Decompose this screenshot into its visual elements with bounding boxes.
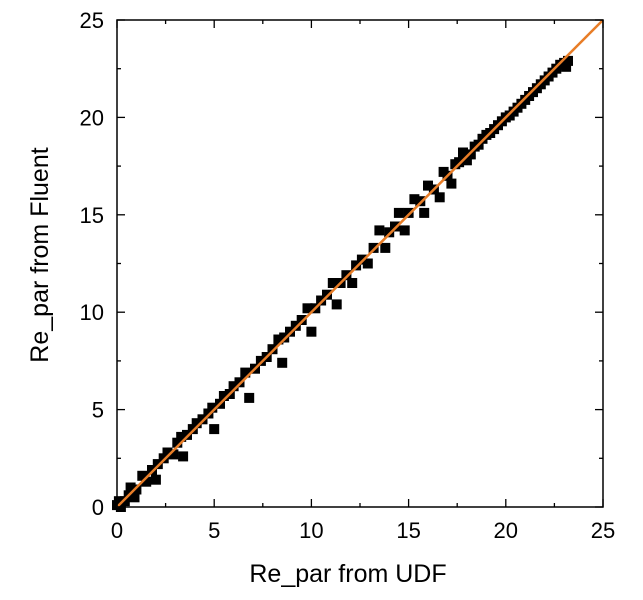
data-point bbox=[322, 289, 332, 300]
data-point bbox=[446, 178, 457, 189]
data-point bbox=[176, 431, 187, 442]
data-point bbox=[399, 225, 410, 236]
data-point bbox=[458, 147, 468, 158]
data-point bbox=[419, 207, 430, 218]
data-point bbox=[158, 453, 169, 464]
data-point bbox=[172, 437, 183, 448]
y-tick-label: 20 bbox=[80, 105, 104, 130]
data-point bbox=[273, 334, 284, 345]
data-point bbox=[374, 225, 385, 236]
axis-ticks bbox=[116, 19, 604, 508]
data-point bbox=[454, 157, 465, 168]
x-tick-label: 0 bbox=[111, 518, 123, 543]
data-point bbox=[207, 402, 218, 413]
data-point bbox=[141, 476, 152, 487]
data-point bbox=[168, 449, 179, 460]
data-point bbox=[415, 196, 426, 207]
y-tick-label: 0 bbox=[92, 495, 104, 520]
y-tick-label: 10 bbox=[80, 300, 104, 325]
data-point bbox=[390, 221, 400, 232]
data-point bbox=[351, 260, 362, 271]
data-point bbox=[187, 424, 198, 435]
data-point bbox=[182, 429, 192, 440]
data-point bbox=[191, 418, 202, 429]
data-point bbox=[409, 194, 420, 205]
x-axis-title: Re_par from UDF bbox=[249, 560, 446, 588]
data-point bbox=[150, 474, 161, 485]
data-point bbox=[228, 381, 239, 392]
y-tick-labels: 0 5 10 15 20 25 bbox=[80, 8, 104, 520]
data-point bbox=[234, 377, 245, 388]
data-point bbox=[403, 207, 414, 218]
x-tick-label: 20 bbox=[494, 518, 518, 543]
data-point bbox=[423, 180, 433, 191]
data-point bbox=[465, 149, 476, 160]
data-point bbox=[393, 207, 404, 218]
y-tick-label: 15 bbox=[80, 203, 104, 228]
x-tick-label: 5 bbox=[208, 518, 220, 543]
data-point bbox=[384, 227, 395, 238]
data-point bbox=[240, 367, 251, 378]
data-point bbox=[302, 303, 313, 314]
data-point bbox=[290, 320, 301, 331]
data-point bbox=[131, 484, 142, 495]
data-point bbox=[461, 155, 472, 166]
data-point bbox=[218, 391, 229, 401]
data-point bbox=[147, 465, 157, 475]
x-tick-label: 15 bbox=[396, 518, 420, 543]
data-point bbox=[341, 270, 352, 281]
data-point bbox=[316, 295, 327, 306]
data-point bbox=[434, 192, 445, 203]
data-point bbox=[209, 424, 220, 435]
parity-line bbox=[116, 19, 604, 508]
data-point bbox=[561, 61, 572, 72]
data-point bbox=[178, 451, 189, 462]
data-point bbox=[255, 355, 266, 366]
x-tick-labels: 0 5 10 15 20 25 bbox=[111, 518, 615, 543]
data-point bbox=[267, 344, 278, 355]
data-point bbox=[203, 408, 214, 419]
data-point bbox=[162, 447, 173, 458]
data-point bbox=[362, 258, 373, 269]
data-point bbox=[244, 392, 255, 403]
data-point bbox=[152, 459, 163, 470]
data-point bbox=[327, 278, 338, 288]
data-point bbox=[368, 242, 379, 253]
data-point bbox=[356, 254, 367, 265]
data-point bbox=[277, 357, 288, 368]
data-point bbox=[347, 278, 358, 288]
data-point bbox=[285, 326, 295, 337]
x-tick-label: 10 bbox=[299, 518, 323, 543]
data-point bbox=[331, 299, 342, 310]
data-point bbox=[306, 326, 317, 337]
data-point bbox=[125, 482, 136, 493]
data-point bbox=[113, 496, 124, 507]
data-point bbox=[296, 315, 307, 325]
data-point bbox=[129, 492, 140, 503]
y-tick-label: 5 bbox=[92, 398, 104, 423]
y-axis-title: Re_par from Fluent bbox=[26, 147, 54, 362]
data-point bbox=[119, 496, 130, 507]
parity-line-group bbox=[116, 19, 604, 508]
data-point bbox=[137, 470, 148, 481]
data-point bbox=[197, 414, 208, 425]
data-point bbox=[380, 242, 391, 253]
data-point bbox=[563, 55, 573, 66]
x-tick-label: 25 bbox=[591, 518, 615, 543]
y-tick-label: 25 bbox=[80, 8, 104, 33]
data-point bbox=[279, 332, 290, 343]
